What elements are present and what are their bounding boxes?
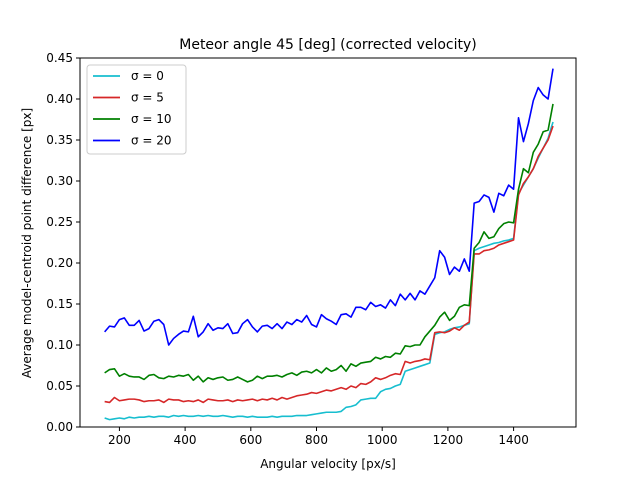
x-tick-label: 400 [174, 433, 197, 447]
x-tick-label: 1400 [498, 433, 529, 447]
y-tick-label: 0.20 [46, 256, 73, 270]
legend-box [86, 64, 187, 155]
series-line-1 [104, 125, 554, 404]
x-tick-label: 1000 [367, 433, 398, 447]
x-axis-label: Angular velocity [px/s] [260, 457, 396, 471]
y-tick-label: 0.45 [46, 51, 73, 65]
series-layer [104, 68, 554, 421]
legend-label: σ = 5 [131, 91, 164, 105]
x-tick-label: 600 [239, 433, 262, 447]
y-tick-label: 0.35 [46, 133, 73, 147]
y-tick-label: 0.00 [46, 420, 73, 434]
legend-label: σ = 0 [131, 69, 164, 83]
series-line-0 [104, 121, 554, 421]
series-line-2 [104, 103, 554, 383]
legend-label: σ = 20 [131, 134, 172, 148]
y-tick-label: 0.15 [46, 297, 73, 311]
y-tick-label: 0.25 [46, 215, 73, 229]
y-tick-label: 0.05 [46, 379, 73, 393]
x-tick-label: 200 [108, 433, 131, 447]
series-line-3 [104, 68, 554, 346]
y-tick-label: 0.30 [46, 174, 73, 188]
x-axis-ticks: 200 400 600 800 1000 1200 1400 [108, 427, 529, 447]
y-axis-label: Average model-centroid point difference … [20, 108, 34, 378]
legend-label: σ = 10 [131, 112, 172, 126]
y-axis-ticks: 0.00 0.05 0.10 0.15 0.20 0.25 0.30 0.35 0.40 0.45 [46, 51, 80, 434]
x-tick-label: 800 [305, 433, 328, 447]
x-tick-label: 1200 [433, 433, 464, 447]
chart-title: Meteor angle 45 [deg] (corrected velocit… [179, 37, 477, 53]
y-tick-label: 0.10 [46, 338, 73, 352]
y-tick-label: 0.40 [46, 92, 73, 106]
legend: σ = 0 σ = 5 σ = 10 σ = 20 [86, 64, 187, 155]
